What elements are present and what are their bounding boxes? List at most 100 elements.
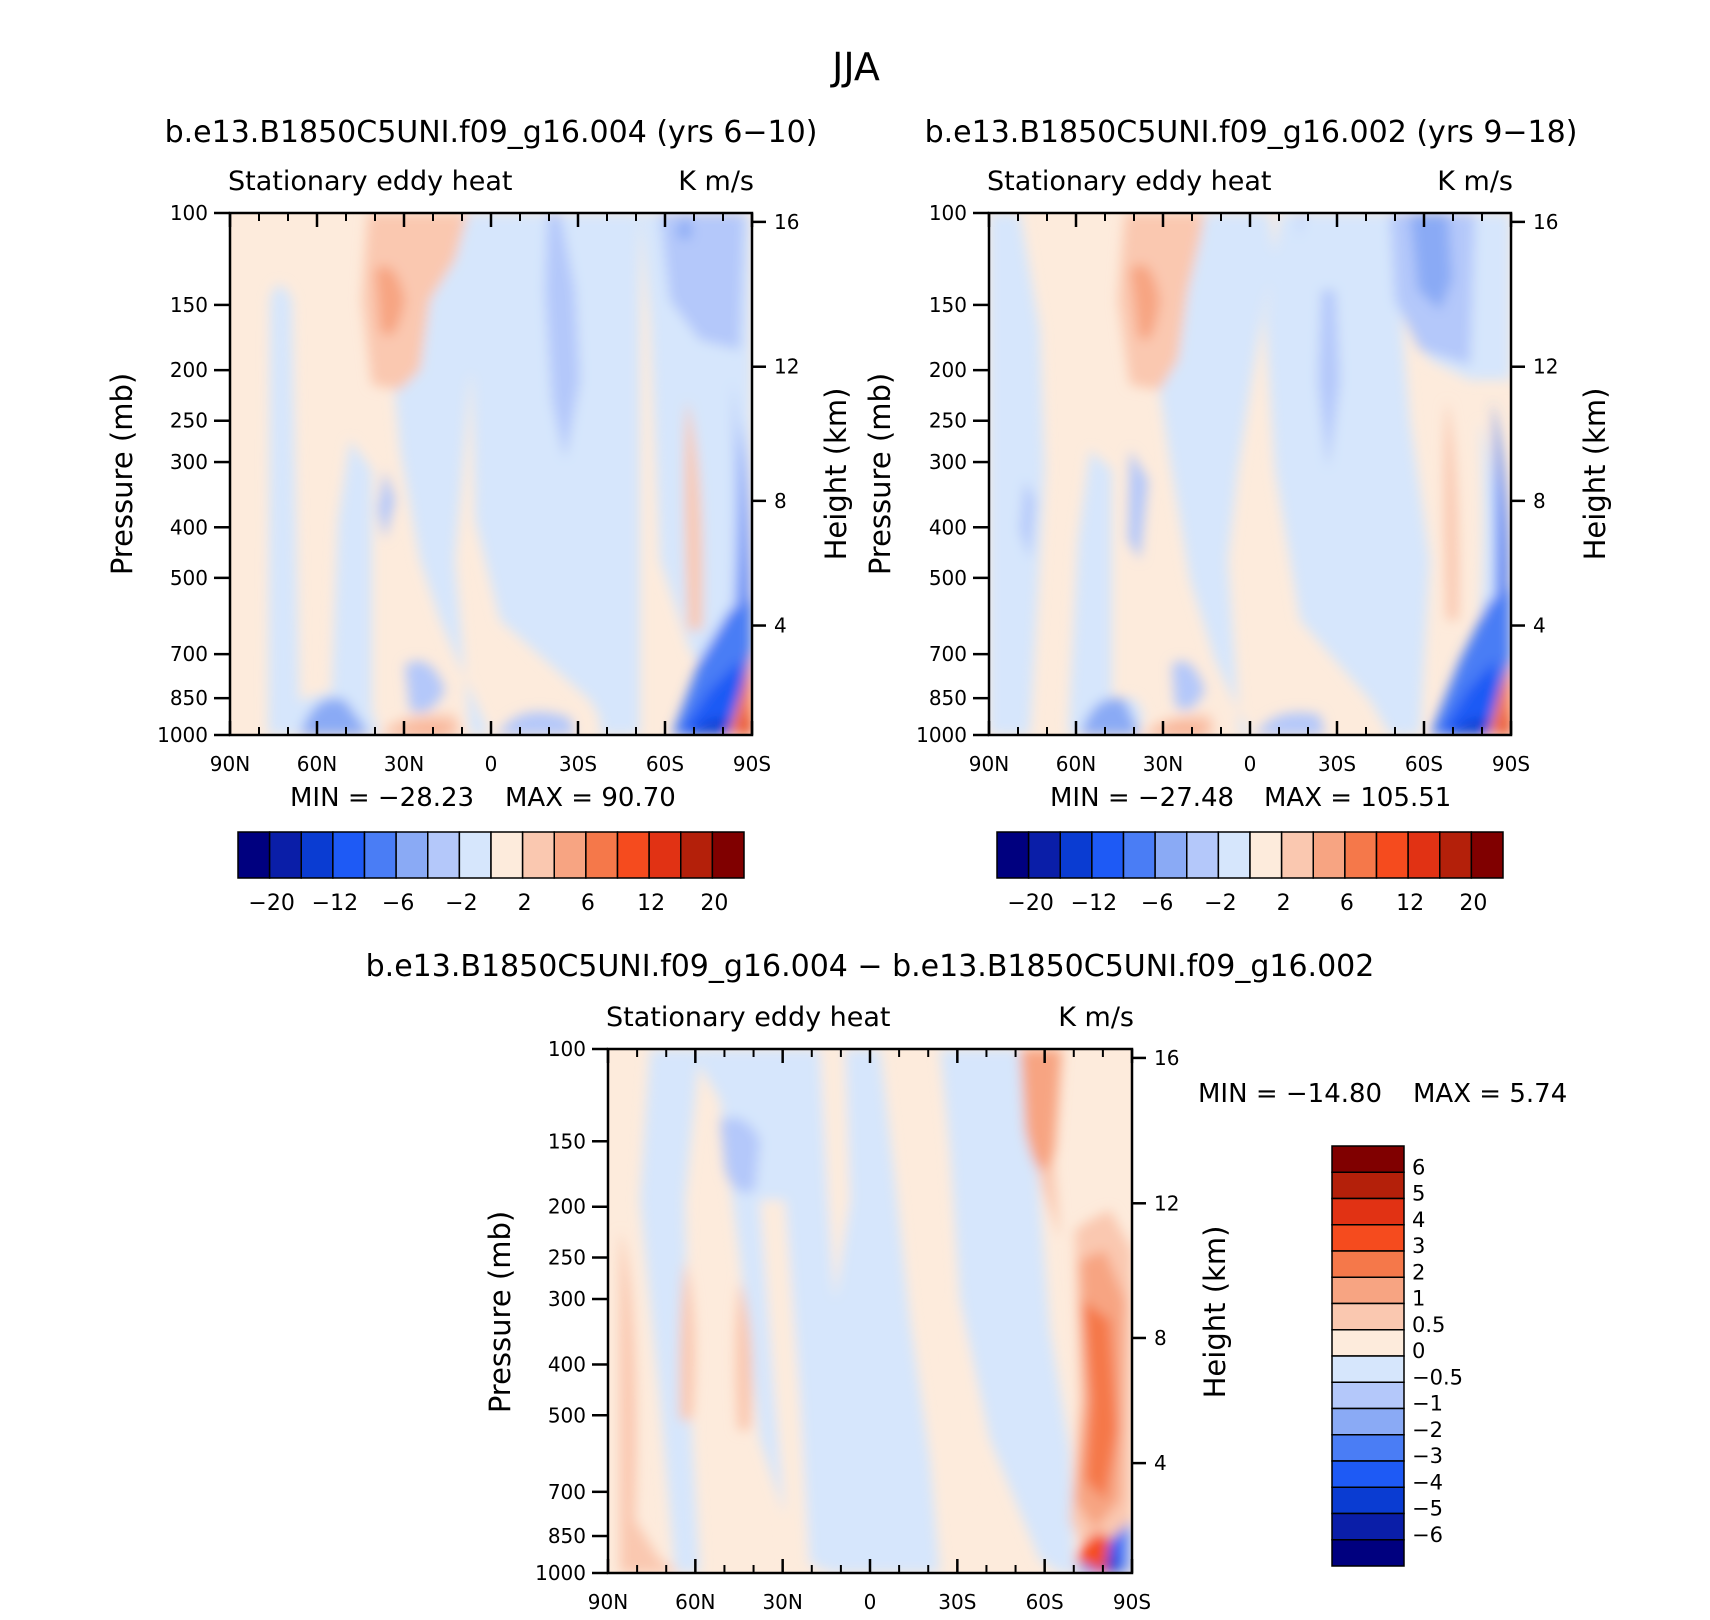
colorbar-swatch [1027,831,1061,879]
colorbar-tick-label: 6 [1412,1155,1425,1179]
panel-3-min-label: MIN = −14.80 [1198,1079,1382,1109]
panel-2-max-label: MAX = 105.51 [1264,783,1451,813]
colorbar-swatch [1375,831,1409,879]
panel-3: b.e13.B1850C5UNI.f09_g16.004 − b.e13.B18… [366,949,1568,1614]
colorbar-swatch [585,831,619,879]
y-right-tick-label: 12 [1154,1191,1179,1215]
colorbar-swatch [1331,1407,1405,1436]
y-tick-label: 250 [548,1246,586,1270]
colorbar-tick-label: −2 [1412,1418,1443,1442]
colorbar-tick-label: −2 [445,891,477,916]
x-tick-label: 60S [1026,1590,1064,1614]
panel-1-colorbar: −20 −12 −6 −2 2 6 12 20 [237,831,745,916]
x-tick-label: 60N [1056,752,1096,776]
colorbar-swatch [1331,1250,1405,1278]
y-right-tick-label: 8 [1154,1326,1167,1350]
colorbar-tick-label: −1 [1412,1392,1443,1416]
panel-3-ylabel: Pressure (mb) [483,1211,517,1413]
panel-2-ylabel: Pressure (mb) [863,373,897,575]
x-tick-label: 60S [1405,752,1443,776]
y-tick-label: 250 [929,409,967,433]
y-tick-label: 500 [170,566,208,590]
y-right-tick-label: 4 [1154,1451,1167,1475]
colorbar-swatch [1331,1171,1405,1200]
panel-2-colorbar: −20 −12 −6 −2 2 6 12 20 [996,831,1504,916]
colorbar-swatch [616,831,650,879]
colorbar-tick-label: 20 [700,891,728,916]
colorbar-tick-label: 6 [581,891,595,916]
colorbar-swatch [1186,831,1220,879]
colorbar-tick-label: 1 [1412,1287,1425,1311]
x-tick-label: 90N [210,752,250,776]
colorbar-swatch [711,831,745,879]
panel-3-units: K m/s [1058,1002,1134,1033]
colorbar-swatch [1059,831,1093,879]
y-tick-label: 1000 [535,1561,586,1585]
colorbar-swatch [1217,831,1251,879]
y-tick-label: 150 [548,1129,586,1153]
panel-1-min-label: MIN = −28.23 [290,783,474,813]
y-tick-label: 700 [929,642,967,666]
y-tick-label: 400 [548,1352,586,1376]
y-tick-label: 300 [548,1287,586,1311]
colorbar-swatch [1344,831,1378,879]
panel-3-axes: 90N 60N 30N 0 30S 60S 90S 100 150 200 250 300 400 500… [535,1037,1179,1614]
colorbar-swatch [1331,1355,1405,1383]
colorbar-swatch [490,831,524,879]
panel-3-subtitle-left: Stationary eddy heat [606,1002,891,1033]
panel-1-ylabel: Pressure (mb) [105,373,139,575]
colorbar-swatch [1280,831,1314,879]
y-tick-label: 850 [929,686,967,710]
panel-1-max-label: MAX = 90.70 [505,783,676,813]
colorbar-swatch [1331,1434,1405,1462]
y-tick-label: 850 [548,1524,586,1548]
y-tick-label: 500 [548,1403,586,1427]
x-tick-label: 0 [1244,752,1257,776]
x-tick-label: 90N [969,752,1009,776]
colorbar-tick-label: −4 [1412,1470,1443,1494]
panel-1-ylabel-right: Height (km) [819,388,853,561]
panel-2-units: K m/s [1437,166,1513,197]
colorbar-tick-label: −6 [1141,891,1173,916]
colorbar-tick-label: −20 [1007,891,1053,916]
colorbar-swatch [237,831,271,879]
colorbar-tick-label: 2 [518,891,532,916]
x-tick-label: 90N [588,1590,628,1614]
colorbar-tick-label: −12 [312,891,358,916]
panel-1: b.e13.B1850C5UNI.f09_g16.004 (yrs 6−10) … [105,115,853,916]
panel-1-contour-field [230,213,752,735]
y-tick-label: 300 [929,450,967,474]
y-tick-label: 150 [929,293,967,317]
panel-3-title: b.e13.B1850C5UNI.f09_g16.004 − b.e13.B18… [366,949,1375,984]
colorbar-swatch [427,831,461,879]
colorbar-swatch [1331,1381,1405,1410]
y-tick-label: 200 [170,358,208,382]
y-tick-label: 850 [170,686,208,710]
colorbar-tick-label: 4 [1412,1208,1425,1232]
colorbar-tick-label: 5 [1412,1182,1425,1206]
panel-1-subtitle-left: Stationary eddy heat [228,166,513,197]
x-tick-label: 30N [1143,752,1183,776]
panel-3-max-label: MAX = 5.74 [1413,1079,1567,1109]
x-tick-label: 90S [1492,752,1530,776]
y-tick-label: 400 [170,515,208,539]
y-tick-label: 700 [170,642,208,666]
colorbar-swatch [1331,1276,1405,1305]
x-tick-label: 30S [938,1590,976,1614]
x-tick-label: 60S [646,752,684,776]
panel-3-ylabel-right: Height (km) [1198,1226,1232,1399]
x-tick-label: 30S [1318,752,1356,776]
colorbar-swatch [1249,831,1283,879]
panel-2-contour-field [989,213,1511,735]
y-tick-label: 400 [929,515,967,539]
colorbar-swatch [521,831,555,879]
colorbar-tick-label: −5 [1412,1497,1443,1521]
colorbar-tick-label: 0 [1412,1339,1425,1363]
colorbar-tick-label: 6 [1340,891,1354,916]
colorbar-swatch [1331,1486,1405,1515]
y-tick-label: 1000 [916,723,967,747]
panel-2-title: b.e13.B1850C5UNI.f09_g16.002 (yrs 9−18) [925,115,1578,150]
colorbar-tick-label: −12 [1071,891,1117,916]
